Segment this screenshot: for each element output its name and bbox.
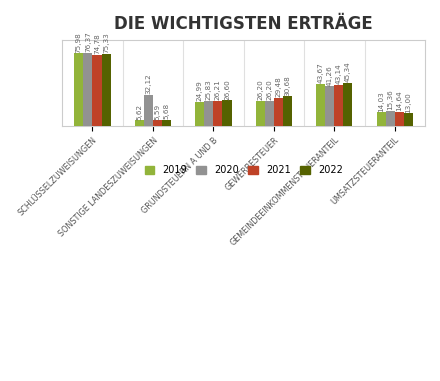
Text: 43,14: 43,14: [336, 63, 342, 84]
Bar: [377, 112, 386, 126]
Bar: [325, 86, 334, 126]
Bar: [204, 101, 213, 126]
Bar: [404, 113, 413, 126]
Bar: [135, 120, 144, 126]
Bar: [144, 95, 153, 126]
Text: 43,67: 43,67: [318, 62, 324, 83]
Bar: [256, 101, 265, 126]
Bar: [195, 102, 204, 126]
Bar: [74, 53, 84, 126]
Text: 14,03: 14,03: [378, 91, 384, 112]
Bar: [334, 85, 343, 126]
Legend: 2019, 2020, 2021, 2022: 2019, 2020, 2021, 2022: [141, 161, 347, 179]
Text: 24,99: 24,99: [197, 80, 203, 101]
Bar: [162, 120, 171, 126]
Bar: [223, 100, 231, 126]
Bar: [84, 53, 92, 126]
Text: 26,60: 26,60: [224, 79, 230, 99]
Text: 29,48: 29,48: [275, 76, 282, 97]
Text: 75,33: 75,33: [103, 32, 109, 53]
Bar: [265, 101, 274, 126]
Bar: [102, 54, 110, 126]
Text: 13,00: 13,00: [405, 92, 411, 112]
Bar: [386, 111, 395, 126]
Text: 75,98: 75,98: [76, 32, 82, 53]
Text: 5,62: 5,62: [136, 103, 142, 120]
Text: 45,34: 45,34: [345, 61, 351, 82]
Text: 26,21: 26,21: [215, 79, 221, 100]
Text: 30,68: 30,68: [284, 75, 290, 96]
Bar: [92, 54, 102, 126]
Bar: [153, 120, 162, 126]
Text: 74,78: 74,78: [94, 33, 100, 54]
Text: 32,12: 32,12: [145, 74, 151, 94]
Bar: [343, 83, 352, 126]
Text: 76,37: 76,37: [85, 32, 91, 52]
Text: 5,59: 5,59: [154, 104, 161, 120]
Bar: [316, 84, 325, 126]
Text: 5,68: 5,68: [164, 103, 169, 120]
Title: DIE WICHTIGSTEN ERTRÄGE: DIE WICHTIGSTEN ERTRÄGE: [114, 15, 373, 33]
Bar: [395, 112, 404, 126]
Text: 26,20: 26,20: [266, 79, 272, 100]
Bar: [283, 96, 292, 126]
Bar: [213, 101, 223, 126]
Text: 25,83: 25,83: [206, 80, 212, 100]
Text: 14,64: 14,64: [396, 90, 402, 111]
Bar: [274, 98, 283, 126]
Text: 26,20: 26,20: [257, 79, 263, 100]
Text: 15,36: 15,36: [387, 90, 393, 110]
Text: 41,26: 41,26: [327, 65, 333, 86]
